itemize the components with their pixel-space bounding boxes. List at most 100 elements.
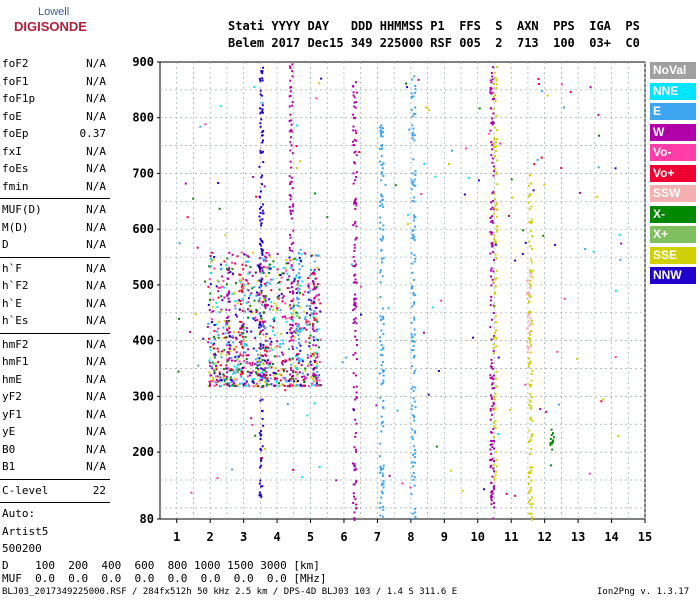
echo-point <box>494 253 497 256</box>
echo-point <box>382 369 385 372</box>
echo-point <box>258 165 261 168</box>
echo-point <box>309 348 312 351</box>
echo-point <box>528 383 531 386</box>
echo-point <box>490 481 493 484</box>
echo-point <box>301 280 304 283</box>
echo-point <box>240 251 243 254</box>
echo-point <box>496 159 499 162</box>
echo-point <box>550 428 553 431</box>
echo-point <box>278 373 281 376</box>
echo-point <box>296 291 299 294</box>
echo-point <box>354 329 357 332</box>
echo-point <box>296 322 299 325</box>
param-name: hmE <box>2 372 22 386</box>
echo-point <box>297 330 300 333</box>
echo-point <box>410 188 413 191</box>
echo-point <box>292 378 295 381</box>
echo-point <box>301 360 304 363</box>
echo-point <box>265 252 268 255</box>
echo-point <box>494 154 497 157</box>
echo-point <box>530 506 533 509</box>
echo-point <box>492 82 495 85</box>
echo-point <box>254 358 257 361</box>
echo-point <box>290 86 293 89</box>
echo-point <box>353 301 356 304</box>
legend-item: W <box>650 123 696 141</box>
echo-point <box>380 131 383 134</box>
echo-point <box>355 479 358 482</box>
echo-point <box>492 403 495 406</box>
param-row: h`E N/A <box>2 297 106 312</box>
echo-point <box>192 197 195 200</box>
echo-point <box>275 372 278 375</box>
echo-point <box>355 202 358 205</box>
echo-point <box>222 367 225 370</box>
param-name: D <box>2 238 9 251</box>
echo-point <box>355 448 358 451</box>
echo-point <box>314 254 317 257</box>
echo-point <box>262 424 265 427</box>
echo-point <box>353 101 356 104</box>
echo-point <box>263 185 266 188</box>
echo-point <box>412 397 415 400</box>
echo-point <box>353 274 356 277</box>
echo-point <box>299 329 302 332</box>
echo-point <box>378 372 381 375</box>
echo-point <box>242 284 245 287</box>
echo-point <box>489 275 492 278</box>
echo-point <box>269 267 272 270</box>
echo-point <box>319 338 322 341</box>
echo-point <box>355 358 358 361</box>
echo-point <box>489 220 492 223</box>
echo-point <box>489 326 492 329</box>
echo-point <box>259 219 262 222</box>
echo-point <box>269 308 272 311</box>
echo-point <box>413 139 416 142</box>
x-tick-label: 9 <box>441 530 448 544</box>
legend-item: E <box>650 103 696 120</box>
echo-point <box>250 372 253 375</box>
echo-point <box>227 359 230 362</box>
echo-point <box>298 360 301 363</box>
echo-point <box>255 308 258 311</box>
echo-point <box>234 307 237 310</box>
echo-point <box>213 342 216 345</box>
echo-point <box>483 488 486 491</box>
echo-point <box>411 414 414 417</box>
echo-point <box>292 324 295 327</box>
echo-point <box>307 362 310 365</box>
echo-point <box>289 259 292 262</box>
echo-point <box>247 260 250 263</box>
echo-point <box>244 264 247 267</box>
echo-point <box>495 78 498 81</box>
echo-point <box>240 370 243 373</box>
echo-point <box>298 316 301 319</box>
echo-point <box>492 352 495 355</box>
echo-point <box>382 162 385 165</box>
echo-point <box>272 318 275 321</box>
echo-point <box>234 304 237 307</box>
echo-point <box>231 380 234 383</box>
echo-point <box>243 342 246 345</box>
echo-point <box>563 297 566 300</box>
echo-point <box>260 222 263 225</box>
echo-point <box>261 111 264 114</box>
echo-point <box>256 280 259 283</box>
echo-point <box>196 246 199 249</box>
echo-point <box>537 77 540 80</box>
echo-point <box>411 512 414 515</box>
echo-point <box>290 266 293 269</box>
echo-point <box>241 277 244 280</box>
echo-point <box>380 155 383 158</box>
echo-point <box>529 416 532 419</box>
echo-point <box>413 452 416 455</box>
echo-point <box>315 380 318 383</box>
echo-point <box>379 465 382 468</box>
echo-point <box>290 119 293 122</box>
echo-point <box>319 310 322 313</box>
echo-point <box>528 491 531 494</box>
echo-point <box>264 320 267 323</box>
echo-point <box>303 310 306 313</box>
echo-point <box>273 384 276 387</box>
echo-point <box>261 150 264 153</box>
